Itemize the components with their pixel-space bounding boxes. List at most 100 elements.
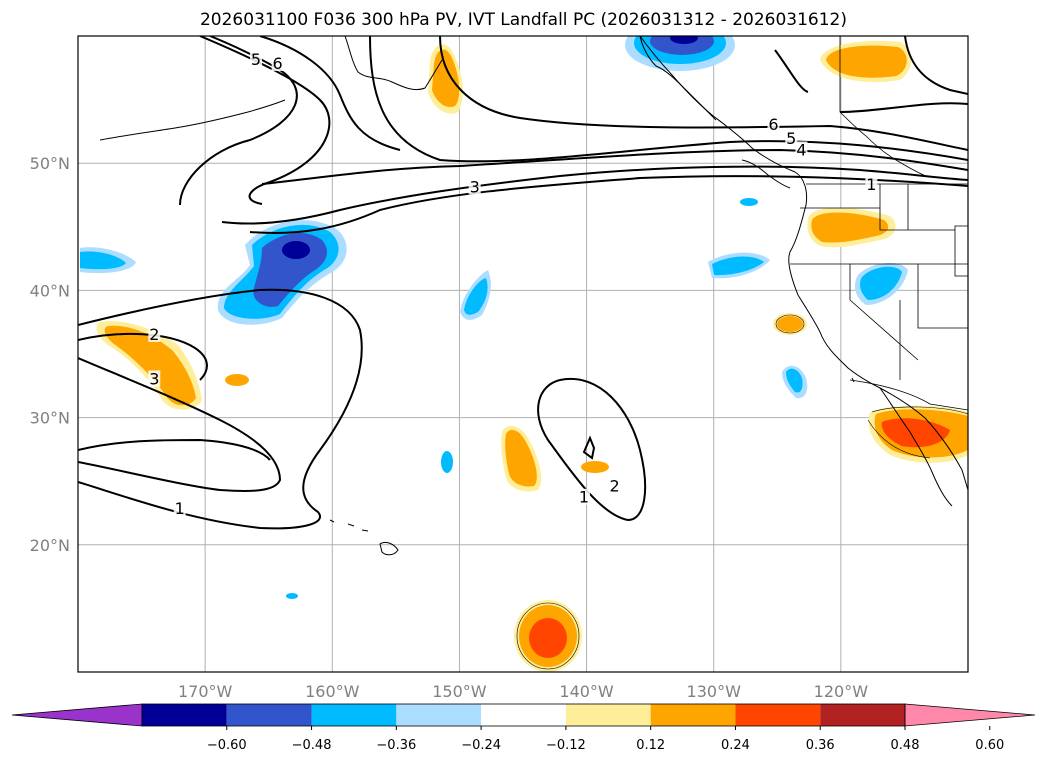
colorbar-tick-label: −0.24	[461, 738, 501, 753]
map-title: 2026031100 F036 300 hPa PV, IVT Landfall…	[199, 10, 847, 30]
pv-contour-jet-8	[259, 36, 401, 151]
pv-contour-jet-1	[439, 36, 968, 151]
negative-anomaly-patch-dateline-core	[80, 251, 126, 270]
latitude-label: 20°N	[30, 536, 70, 555]
positive-anomaly-patch-south-pacific	[514, 600, 582, 672]
longitude-label: 170°W	[178, 682, 233, 701]
longitude-label: 160°W	[305, 682, 360, 701]
pv-contour-label: 6	[768, 115, 778, 134]
longitude-label: 130°W	[687, 682, 742, 701]
map-frame	[77, 35, 969, 673]
pv-contour-label: 5	[251, 50, 261, 69]
positive-anomaly-patch-mexico	[868, 405, 968, 463]
negative-anomaly-patch-130w-core	[712, 256, 764, 276]
coastlines	[99, 36, 968, 556]
pv-contour-west-2	[78, 357, 282, 492]
pv-contour-east-1	[839, 102, 968, 113]
contour-label-bg	[785, 130, 798, 147]
longitude-label: 120°W	[814, 682, 869, 701]
thin-contour-outlines	[516, 314, 968, 670]
colorbar-tick-label: 0.48	[891, 738, 920, 753]
negative-anomaly-patch-tiny-south	[286, 593, 298, 599]
longitude-label: 150°W	[432, 682, 487, 701]
contour-label-bg	[865, 175, 878, 192]
colorbar-segment	[226, 704, 312, 726]
guadalupe-island	[851, 377, 855, 383]
utah-border	[917, 264, 968, 329]
colorbar-tick-label: −0.60	[207, 738, 247, 753]
pv-contour-jet-4	[221, 165, 968, 225]
pv-contours	[78, 36, 968, 530]
pv-contour-label: 6	[273, 54, 283, 73]
pv-contour-east-3	[774, 49, 809, 93]
positive-anomaly-patch-west-dateline-core	[104, 325, 196, 406]
pv-contour-closed-low	[537, 377, 647, 522]
pv-contour-west-1	[78, 288, 363, 530]
colorbar-segment	[311, 704, 397, 726]
positive-anomaly-patch-alaska-east-core	[826, 45, 907, 78]
vancouver-island	[741, 159, 791, 189]
negative-anomaly-patch-central-pacific	[217, 220, 347, 325]
colorbar-tick-label: −0.48	[292, 738, 332, 753]
colorbar-tick-label: 0.60	[975, 738, 1004, 753]
contour-label-bg	[608, 477, 621, 494]
contour-label-bg	[767, 116, 780, 133]
positive-anomaly-patch-small-west	[225, 374, 249, 386]
longitude-label: 140°W	[559, 682, 614, 701]
positive-anomaly-patch-small-center	[581, 461, 609, 473]
positive-anomaly-patch-california-core	[777, 316, 803, 332]
contour-label-bg	[173, 500, 186, 517]
alaska-southeast-coast	[639, 36, 717, 121]
contour-label-bg	[795, 141, 808, 158]
latitude-label: 40°N	[30, 281, 70, 300]
colorbar-segment	[735, 704, 821, 726]
us-mexico-border	[849, 379, 968, 411]
pv-contour-jet-2	[369, 36, 968, 163]
pv-contour-closed-low-inner	[582, 435, 596, 460]
negative-anomaly-patch-gulf-of-alaska	[625, 36, 735, 71]
gridlines	[78, 36, 968, 672]
aleutian-islands	[99, 99, 286, 141]
wyoming-border	[954, 225, 968, 277]
pv-contour-label: 1	[579, 488, 589, 507]
negative-anomaly-patch-small-east	[740, 198, 758, 206]
colorbar: −0.60 −0.48 −0.36 −0.24 −0.12 0.12 0.24 0.36 0.4…	[11, 703, 1036, 753]
pv-contour-label: 4	[796, 140, 806, 159]
contour-label-bg	[578, 488, 591, 505]
pv-contour-label: 3	[149, 369, 159, 388]
positive-anomaly-patch-north-of-hawaii-core	[432, 49, 460, 108]
pv-contour-dateline-2	[78, 332, 208, 381]
colorbar-tick-label: −0.36	[376, 738, 416, 753]
negative-anomaly-patch-small-west	[441, 451, 453, 473]
north-america-west-coast	[639, 36, 968, 491]
pv-contour-label: 2	[149, 325, 159, 344]
idaho-border	[879, 184, 909, 230]
political-borders	[790, 36, 968, 411]
colorbar-segment	[565, 704, 651, 726]
contour-label-bg	[148, 370, 161, 387]
pv-contour-east-2	[904, 36, 968, 95]
latitude-label: 30°N	[30, 409, 70, 428]
positive-anomaly-patch-145w-core	[505, 429, 537, 487]
negative-anomaly-patch-150w-core	[464, 278, 488, 315]
positive-anomaly-patch-pacific-northwest-core	[811, 212, 889, 243]
pv-contour-label: 3	[470, 177, 480, 196]
negative-anomaly-patch-baja-core	[786, 368, 803, 393]
contour-label-bg	[250, 51, 262, 68]
nevada-border	[849, 264, 919, 361]
contour-label-bg	[468, 178, 481, 195]
colorbar-extend-min	[11, 703, 143, 727]
pv-contour-west-3	[78, 438, 271, 461]
hawaii-islands	[329, 519, 399, 556]
colorbar-segment	[481, 704, 566, 726]
baja-california	[879, 387, 953, 507]
pv-contour-label: 1	[866, 175, 876, 194]
colorbar-tick-label: 0.36	[806, 738, 835, 753]
pv-contour-jet-5	[249, 175, 968, 235]
latitude-labels: 50°N 40°N 30°N 20°N	[30, 154, 70, 555]
negative-anomaly-patch-nevada-core	[860, 266, 902, 300]
pv-contour-label: 5	[786, 129, 796, 148]
